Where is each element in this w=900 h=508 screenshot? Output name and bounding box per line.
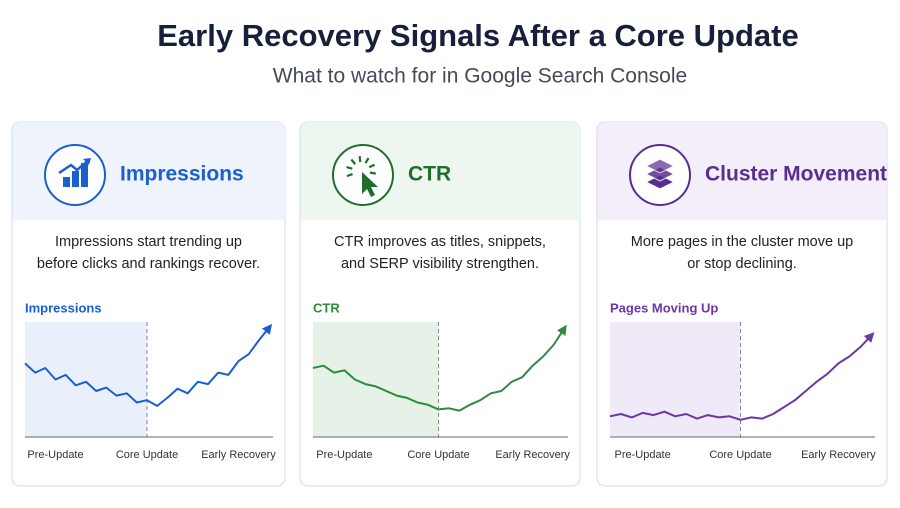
card-description: CTR improves as titles, snippets,	[334, 234, 546, 250]
pre-update-shade	[610, 322, 741, 437]
x-tick-label: Core Update	[407, 449, 469, 461]
page-subtitle: What to watch for in Google Search Conso…	[273, 65, 687, 88]
chart-title: Impressions	[25, 300, 102, 315]
card-description: More pages in the cluster move up	[631, 234, 853, 250]
x-tick-label: Core Update	[116, 449, 178, 461]
icon-ray	[368, 163, 376, 169]
card-description: and SERP visibility strengthen.	[341, 256, 539, 272]
x-tick-label: Core Update	[709, 449, 771, 461]
page-title: Early Recovery Signals After a Core Upda…	[157, 18, 798, 53]
x-tick-label: Pre-Update	[27, 449, 83, 461]
card: CTR CTR improves as titles, snippets, and …	[299, 121, 581, 487]
icon-layer	[644, 174, 676, 190]
chart-title: CTR	[313, 300, 340, 315]
x-tick-label: Early Recovery	[201, 449, 276, 461]
trend-arrowhead	[261, 323, 273, 335]
trend-arrowhead	[557, 324, 567, 336]
x-tick-label: Early Recovery	[495, 449, 570, 461]
card-description: Impressions start trending up	[55, 234, 242, 250]
icon-bar	[72, 171, 79, 187]
icon-layer	[644, 158, 676, 174]
icon-ray	[350, 158, 357, 165]
icon-arrowhead	[83, 158, 91, 165]
trend-line	[609, 335, 872, 421]
pre-update-shade	[313, 322, 439, 437]
icon-arrow	[58, 159, 90, 175]
card-description: before clicks and rankings recover.	[37, 256, 260, 272]
icon-ray	[369, 171, 376, 175]
icon-ray	[346, 166, 353, 170]
trend-arrowhead	[863, 332, 875, 343]
card: Impressions Impressions start trending up…	[11, 121, 286, 487]
x-tick-label: Early Recovery	[801, 449, 876, 461]
icon-ray	[346, 173, 353, 178]
icon-ray	[364, 157, 370, 164]
trend-line	[24, 327, 270, 407]
card-title: Impressions	[120, 163, 244, 186]
icon-layer	[644, 166, 676, 182]
icon-cursor	[362, 172, 378, 197]
card-title: CTR	[408, 163, 451, 186]
trend-line	[312, 328, 565, 412]
icon-ray	[358, 155, 362, 163]
card: Cluster Movement More pages in the cluste…	[596, 121, 888, 487]
x-tick-label: Pre-Update	[614, 449, 670, 461]
pre-update-shade	[25, 322, 147, 437]
icon-bar	[81, 163, 88, 187]
card-title: Cluster Movement	[705, 163, 887, 186]
chart-title: Pages Moving Up	[610, 300, 718, 315]
x-tick-label: Pre-Update	[316, 449, 372, 461]
card-description: or stop declining.	[687, 256, 797, 272]
icon-bar	[63, 177, 70, 187]
